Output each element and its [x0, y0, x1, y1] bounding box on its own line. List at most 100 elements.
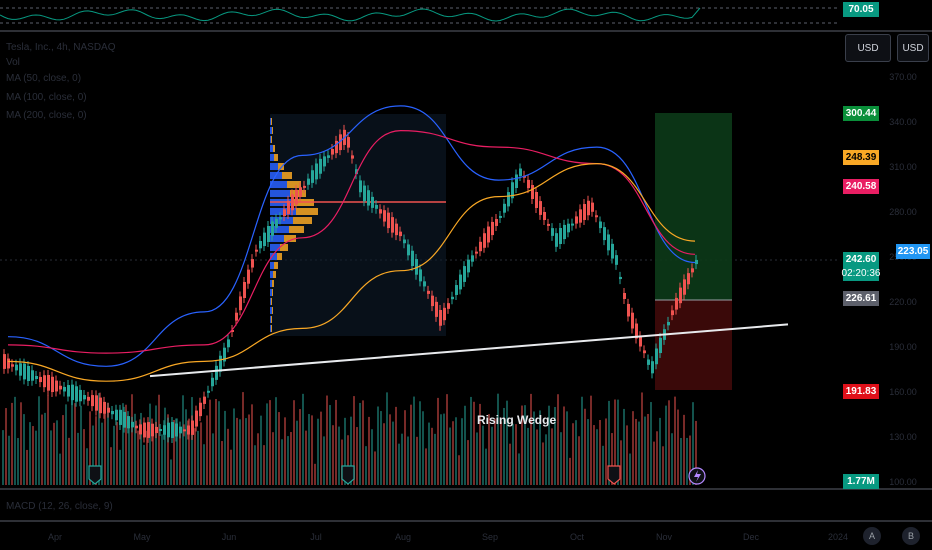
volume-bar	[485, 448, 487, 485]
volume-value-badge: 1.77M	[843, 474, 879, 489]
volume-bar	[371, 429, 373, 485]
volume-bar	[245, 418, 247, 485]
candle-body	[311, 170, 314, 183]
volume-bar	[446, 394, 448, 485]
volume-bar	[164, 407, 166, 485]
volume-bar	[131, 394, 133, 485]
candle-body	[215, 365, 218, 380]
volume-bar	[20, 402, 22, 485]
candle-body	[487, 226, 490, 243]
volume-profile-bar	[270, 307, 272, 314]
volume-profile-bar	[271, 325, 272, 332]
volume-bar	[431, 427, 433, 485]
volume-bar	[305, 430, 307, 485]
volume-profile-area	[270, 114, 446, 336]
ma100-price-badge: 240.58	[843, 179, 879, 194]
volume-bar	[383, 423, 385, 485]
volume-bar	[176, 418, 178, 485]
volume-bar	[491, 426, 493, 485]
volume-bar	[113, 425, 115, 485]
volume-bar	[512, 423, 514, 485]
volume-bar	[125, 404, 127, 485]
earnings-marker-icon	[341, 465, 355, 485]
volume-bar	[407, 436, 409, 485]
candle-body	[675, 297, 678, 310]
candle-body	[59, 385, 62, 390]
candle-body	[143, 422, 146, 438]
volume-bar	[563, 406, 565, 485]
volume-bar	[68, 437, 70, 485]
candle-body	[531, 185, 534, 199]
volume-bar	[104, 408, 106, 485]
volume-bar	[353, 396, 355, 485]
candle-body	[267, 226, 270, 242]
volume-bar	[464, 405, 466, 485]
volume-bar	[470, 396, 472, 485]
volume-bar	[533, 411, 535, 485]
volume-profile-bar	[293, 217, 312, 224]
volume-bar	[233, 408, 235, 485]
candle-body	[255, 249, 258, 252]
volume-bar	[389, 414, 391, 485]
candle-body	[479, 241, 482, 252]
volume-bar	[140, 412, 142, 485]
candle-body	[575, 216, 578, 224]
candle-body	[323, 156, 326, 167]
volume-bar	[44, 412, 46, 485]
candle-body	[31, 370, 34, 381]
volume-bar	[332, 425, 334, 485]
volume-bar	[248, 414, 250, 485]
volume-bar	[227, 428, 229, 485]
volume-bar	[479, 403, 481, 485]
volume-bar	[395, 406, 397, 485]
candle-body	[287, 200, 290, 214]
candle-body	[47, 374, 50, 391]
candle-body	[611, 243, 614, 259]
candle-body	[507, 192, 510, 207]
candle-body	[547, 223, 550, 226]
volume-profile-bar	[271, 298, 272, 305]
rising-wedge-trendline	[149, 323, 789, 378]
y-axis-tick-label: 130.00	[889, 432, 917, 442]
volume-bar	[29, 422, 31, 485]
candle-body	[667, 321, 670, 326]
y-axis-tick-label: 280.00	[889, 207, 917, 217]
volume-profile-bar	[271, 118, 272, 125]
candle-body	[499, 215, 502, 218]
volume-bar	[182, 395, 184, 485]
volume-bar	[686, 437, 688, 485]
volume-profile-bar	[270, 262, 274, 269]
candle-body	[291, 194, 294, 211]
volume-bar	[515, 424, 517, 485]
candle-body	[475, 251, 478, 254]
candle-body	[439, 309, 442, 326]
volume-bar	[242, 392, 244, 485]
candle-body	[99, 397, 102, 414]
candle-body	[695, 259, 698, 265]
volume-bar	[272, 432, 274, 485]
candle-body	[43, 375, 46, 388]
candle-body	[491, 221, 494, 236]
volume-profile-bar	[274, 262, 278, 269]
volume-bar	[239, 419, 241, 485]
candle-body	[419, 269, 422, 282]
volume-profile-bar	[277, 253, 282, 260]
volume-bar	[275, 397, 277, 485]
candle-body	[275, 218, 278, 228]
volume-bar	[599, 419, 601, 485]
volume-bar	[392, 421, 394, 485]
volume-bar	[359, 402, 361, 485]
candle-body	[151, 423, 154, 437]
volume-bar	[149, 403, 151, 485]
volume-bar	[626, 425, 628, 485]
currency-button-2[interactable]: USD	[897, 34, 929, 62]
volume-bar	[83, 429, 85, 485]
volume-bar	[350, 416, 352, 485]
candle-body	[391, 217, 394, 233]
volume-bar	[605, 418, 607, 485]
candle-body	[427, 290, 430, 294]
candle-body	[443, 307, 446, 321]
currency-button-1[interactable]: USD	[845, 34, 891, 62]
candle-body	[399, 231, 402, 237]
